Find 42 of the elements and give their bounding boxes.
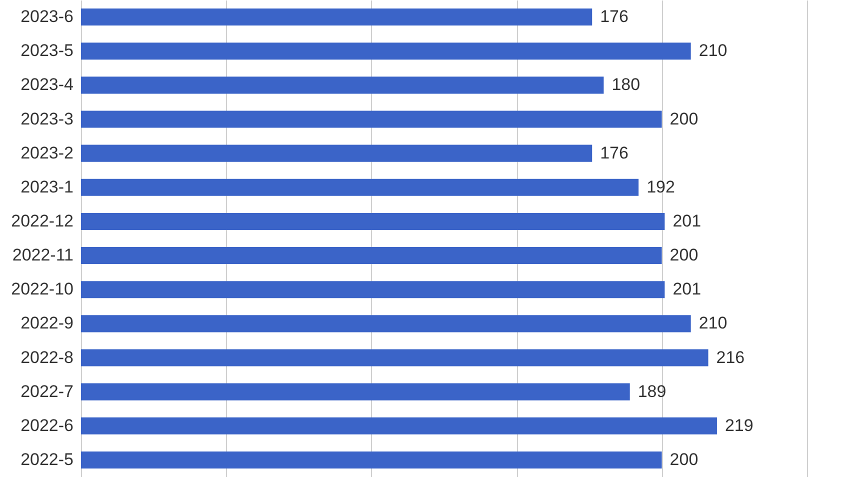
data-label: 200 xyxy=(670,109,698,128)
bar xyxy=(81,383,630,400)
y-tick-label: 2022-5 xyxy=(20,450,74,469)
data-label: 176 xyxy=(600,143,628,162)
y-tick-label: 2022-9 xyxy=(20,314,74,333)
y-tick-label: 2022-10 xyxy=(11,280,74,299)
data-label: 201 xyxy=(672,280,702,299)
data-label: 219 xyxy=(724,416,754,435)
data-label: 200 xyxy=(670,246,698,265)
y-tick-label: 2022-7 xyxy=(20,382,74,401)
data-label: 201 xyxy=(672,211,702,230)
bar xyxy=(81,281,665,298)
y-tick-label: 2023-6 xyxy=(20,7,74,26)
bar xyxy=(81,76,604,94)
bar xyxy=(81,110,662,128)
bar xyxy=(81,212,665,230)
data-label: 189 xyxy=(638,382,666,401)
y-tick-label: 2023-5 xyxy=(20,41,74,60)
bar xyxy=(81,144,592,162)
bar xyxy=(81,451,662,468)
y-tick-label: 2022-8 xyxy=(20,348,74,367)
bar xyxy=(81,315,691,332)
y-tick-label: 2022-11 xyxy=(12,246,74,265)
y-tick-label: 2022-12 xyxy=(11,211,74,230)
y-tick-label: 2023-1 xyxy=(20,177,74,196)
y-tick-label: 2023-3 xyxy=(20,109,74,128)
data-label: 176 xyxy=(600,7,628,26)
bar xyxy=(81,178,639,196)
y-tick-label: 2022-6 xyxy=(20,416,74,435)
bar xyxy=(81,42,691,60)
data-label: 216 xyxy=(716,348,745,367)
y-tick-label: 2023-2 xyxy=(20,143,74,162)
data-label: 210 xyxy=(698,314,728,333)
y-tick-label: 2023-4 xyxy=(20,75,74,94)
bar xyxy=(81,247,662,264)
data-label: 180 xyxy=(612,75,640,94)
data-label: 210 xyxy=(698,41,728,60)
bar xyxy=(81,349,708,366)
data-label: 200 xyxy=(670,450,698,469)
bar xyxy=(81,417,717,434)
data-label: 192 xyxy=(646,177,675,196)
bar xyxy=(81,8,592,26)
